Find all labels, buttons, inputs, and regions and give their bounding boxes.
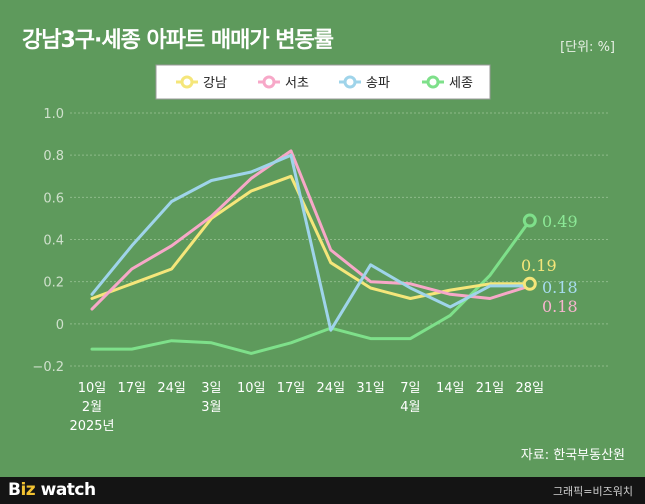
x-axis-ticks: 10일 2월 2025년 17일 24일 3일 3월 10일 17일 24일 31일 7일 4월 14일 2…	[69, 381, 544, 434]
x-tick-label: 17일	[118, 381, 147, 396]
legend-label-서초: 서초	[285, 76, 309, 91]
legend-label-세종: 세종	[449, 76, 473, 91]
y-tick-label: −0.2	[32, 360, 64, 375]
y-tick-label: 1.0	[43, 107, 64, 122]
y-tick-label: 0.2	[43, 276, 64, 291]
unit-label: [단위: %]	[560, 40, 615, 55]
graphic-credit: 그래픽=비즈워치	[552, 485, 633, 498]
legend-swatch-marker	[262, 75, 276, 89]
x-tick-label: 2월	[82, 400, 102, 415]
x-tick-label: 2025년	[69, 419, 114, 434]
x-tick-label: 28일	[516, 381, 545, 396]
end-label-강남: 0.19	[521, 256, 557, 275]
end-labels: 0.49 0.19 0.180.18	[521, 212, 578, 316]
legend-swatch-marker	[426, 75, 440, 89]
y-tick-label: 0.6	[43, 191, 64, 206]
legend-swatch-marker	[343, 75, 357, 89]
series-line-강남	[90, 174, 532, 300]
y-tick-label: 0.8	[43, 149, 64, 164]
x-tick-label: 3월	[201, 400, 221, 415]
x-tick-label: 24일	[157, 381, 186, 396]
legend: 강남 서초 송파 세종	[155, 64, 491, 100]
x-tick-label: 24일	[317, 381, 346, 396]
chart-title: 강남3구·세종 아파트 매매가 변동률	[22, 28, 334, 53]
series-line-세종	[90, 219, 532, 355]
end-marker-강남	[522, 276, 537, 291]
x-tick-label: 21일	[476, 381, 505, 396]
x-tick-label: 4월	[400, 400, 420, 415]
x-tick-label: 10일	[78, 381, 107, 396]
legend-label-송파: 송파	[366, 76, 390, 91]
y-tick-label: 0.4	[43, 234, 64, 249]
legend-swatch-marker	[180, 75, 194, 89]
gridlines	[70, 112, 610, 367]
logo-watch: watch	[35, 480, 97, 500]
end-marker-세종	[522, 213, 537, 228]
legend-label-강남: 강남	[203, 76, 227, 91]
end-label-세종: 0.49	[542, 212, 578, 231]
x-tick-label: 3일	[201, 381, 221, 396]
y-tick-label: 0	[56, 318, 64, 333]
x-tick-label: 7일	[400, 381, 420, 396]
footer-bar: Biz watch 그래픽=비즈워치	[0, 477, 645, 504]
y-axis-ticks: 1.0 0.8 0.6 0.4 0.2 0 −0.2	[32, 107, 64, 375]
series-line-송파	[90, 153, 532, 332]
logo-iz: iz	[20, 480, 36, 500]
x-tick-label: 31일	[356, 381, 385, 396]
x-tick-label: 14일	[436, 381, 465, 396]
source-note: 자료: 한국부동산원	[520, 448, 625, 463]
end-label-송파: 0.18	[542, 278, 578, 297]
logo-b: B	[8, 480, 21, 500]
x-tick-label: 10일	[237, 381, 266, 396]
x-tick-label: 17일	[277, 381, 306, 396]
end-label-서초: 0.18	[542, 297, 578, 316]
series-lines	[90, 149, 532, 355]
bizwatch-logo[interactable]: Biz watch	[8, 480, 96, 500]
series-line-서초	[90, 149, 532, 311]
